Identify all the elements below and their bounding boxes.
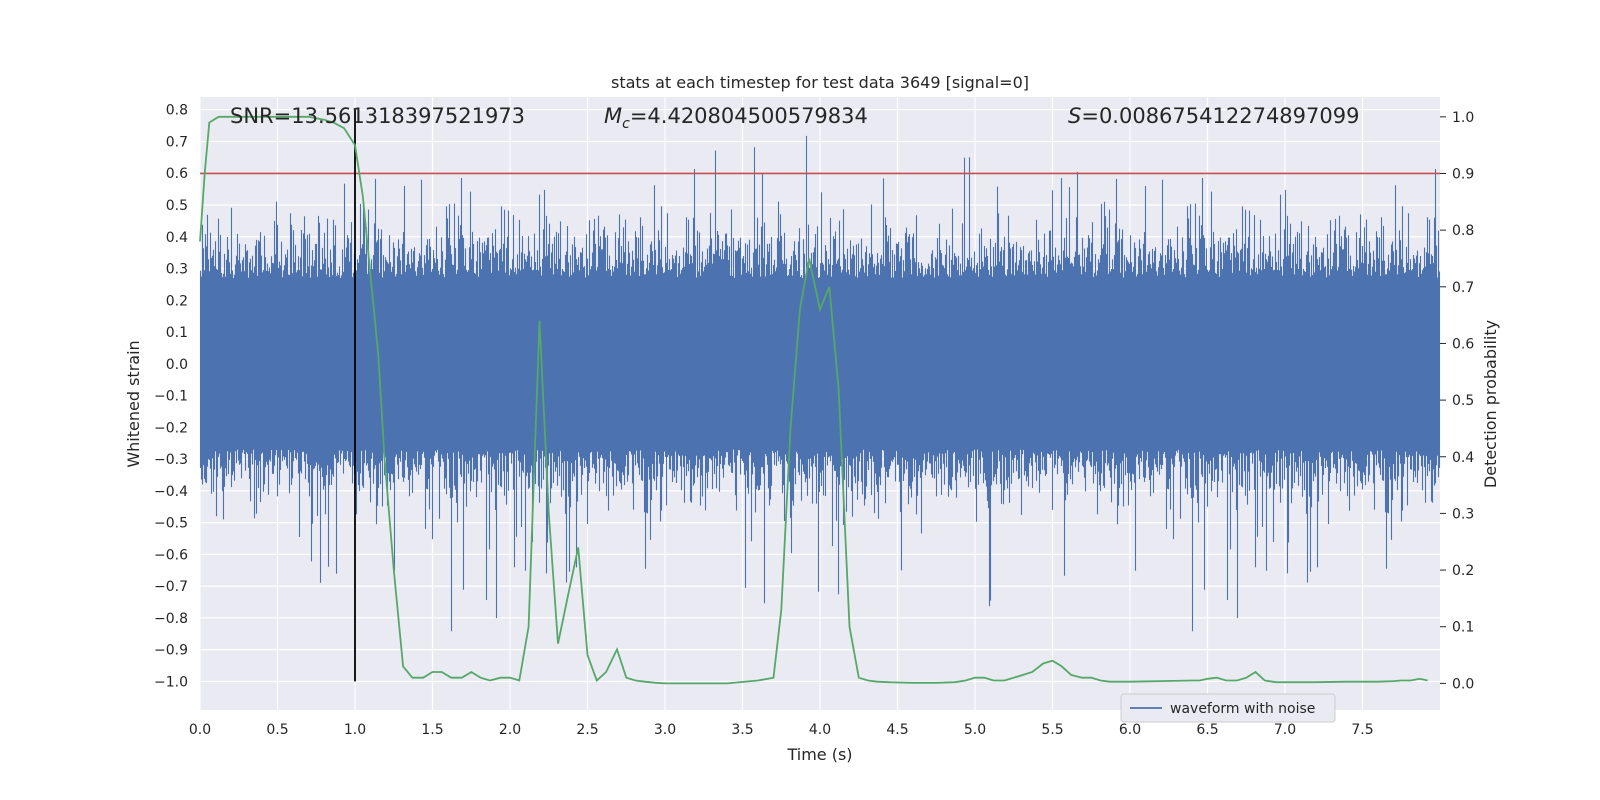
y-tick-label: 0.7 [166,134,188,150]
probability-series [199,115,1428,685]
x-tick-label: 4.0 [809,722,831,738]
y-tick-label: 0.3 [166,262,188,278]
y2-axis-label: Detection probability [1481,320,1500,488]
x-tick-label: 5.5 [1041,722,1063,738]
snr-annotation: SNR=13.561318397521973 [230,104,525,128]
y-tick-label: −0.2 [154,420,188,436]
x-tick-label: 3.0 [654,722,676,738]
y2-tick-label: 0.9 [1452,166,1474,182]
y2-tick-label: 0.8 [1452,223,1474,239]
chirp-mass-subscript: c [622,116,630,132]
s-value: =0.008675412274897099 [1081,104,1359,128]
legend-box [1120,693,1336,723]
y-tick-label: −0.3 [154,452,188,468]
y-tick-label: 0.4 [166,230,188,246]
x-tick-label: 5.0 [964,722,986,738]
y-axis-ticks: 0.8 0.7 0.6 0.5 0.4 0.3 0.2 0.1 0.0 −0.1 −0.2 −0.3 −… [154,103,188,691]
legend: waveform with noise [1120,693,1336,723]
y2-tick-label: 0.5 [1452,393,1474,409]
y-axis-label: Whitened strain [124,340,143,467]
x-tick-label: 4.5 [886,722,908,738]
y2-tick-label: 0.2 [1452,563,1474,579]
waveform-series [199,135,1441,632]
y2-axis-ticks: 1.0 0.9 0.8 0.7 0.6 0.5 0.4 0.3 0.2 0.1 0.0 [1440,110,1474,692]
y-tick-label: 0.0 [166,357,188,373]
y2-tick-label: 0.6 [1452,336,1474,352]
chart-title: stats at each timestep for test data 364… [611,73,1029,92]
x-axis-label: Time (s) [786,745,852,764]
x-tick-label: 7.5 [1351,722,1373,738]
legend-label: waveform with noise [1170,701,1315,717]
chirp-mass-value: =4.420804500579834 [630,104,868,128]
s-annotation: S=0.008675412274897099 [1068,104,1359,128]
y-tick-label: −0.8 [154,611,188,627]
chirp-mass-symbol: M [604,104,622,128]
y2-tick-label: 0.1 [1452,620,1474,636]
y-tick-label: 0.8 [166,103,188,119]
y-tick-label: −1.0 [154,674,188,690]
y-tick-label: 0.6 [166,166,188,182]
y-tick-label: −0.5 [154,516,188,532]
y-tick-label: 0.1 [166,325,188,341]
x-axis-ticks: 0.0 0.5 1.0 1.5 2.0 2.5 3.0 3.5 4.0 4.5 5.0 5.5 6.0 6… [189,722,1374,738]
x-tick-label: 2.5 [576,722,598,738]
x-tick-label: 6.5 [1196,722,1218,738]
y2-tick-label: 0.0 [1452,676,1474,692]
x-tick-label: 7.0 [1274,722,1296,738]
chirp-mass-annotation: Mc=4.420804500579834 [604,104,868,132]
y-tick-label: −0.4 [154,484,188,500]
x-tick-label: 0.0 [189,722,211,738]
x-tick-label: 2.0 [499,722,521,738]
waveform-path [199,135,1441,632]
x-tick-label: 1.5 [421,722,443,738]
y-tick-label: −0.6 [154,547,188,563]
y2-tick-label: 0.7 [1452,280,1474,296]
y-tick-label: 0.2 [166,293,188,309]
y-tick-label: −0.1 [154,389,188,405]
y2-tick-label: 0.3 [1452,506,1474,522]
y-tick-label: 0.5 [166,198,188,214]
x-tick-label: 3.5 [731,722,753,738]
y2-tick-label: 0.4 [1452,450,1474,466]
y-tick-label: −0.7 [154,579,188,595]
s-symbol: S [1068,104,1081,128]
y2-tick-label: 1.0 [1452,110,1474,126]
x-tick-label: 0.5 [266,722,288,738]
x-tick-label: 6.0 [1119,722,1141,738]
y-tick-label: −0.9 [154,643,188,659]
x-tick-label: 1.0 [344,722,366,738]
